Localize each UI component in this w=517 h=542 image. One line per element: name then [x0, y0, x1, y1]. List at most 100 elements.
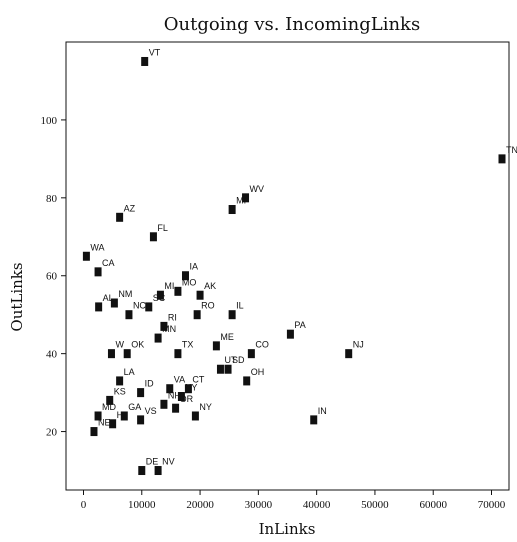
- data-point: [286, 329, 294, 339]
- data-point: [94, 411, 102, 421]
- point-label: NY: [199, 402, 212, 412]
- x-tick-label: 70000: [478, 499, 506, 511]
- x-tick-label: 10000: [128, 499, 156, 511]
- point-label: RO: [201, 301, 215, 311]
- point-label: LA: [124, 367, 135, 377]
- point-label: RI: [168, 312, 177, 322]
- point-label: ME: [220, 332, 234, 342]
- point-label: WV: [250, 184, 265, 194]
- data-point: [193, 310, 201, 320]
- x-tick-label: 50000: [361, 499, 389, 511]
- data-point: [228, 310, 236, 320]
- data-point: [109, 419, 117, 429]
- x-tick-label: 30000: [245, 499, 273, 511]
- point-label: ID: [145, 379, 155, 389]
- point-label: OH: [251, 367, 265, 377]
- point-label: PA: [294, 320, 305, 330]
- data-point: [177, 392, 185, 402]
- data-point: [247, 349, 255, 359]
- point-label: FL: [157, 223, 168, 233]
- data-point: [184, 384, 192, 394]
- data-point: [172, 403, 180, 413]
- point-label: GA: [128, 402, 141, 412]
- chart-title: Outgoing vs. IncomingLinks: [164, 14, 420, 35]
- point-label: AL: [103, 293, 114, 303]
- point-label: CT: [192, 375, 204, 385]
- data-point: [196, 290, 204, 300]
- data-point: [212, 341, 220, 351]
- point-label: VT: [149, 47, 161, 57]
- data-point: [116, 376, 124, 386]
- point-label: NJ: [353, 340, 364, 350]
- y-tick-label: 100: [41, 115, 58, 127]
- point-label: AZ: [124, 203, 136, 213]
- point-label: UT: [224, 355, 236, 365]
- point-label: SD: [232, 355, 245, 365]
- data-point: [94, 267, 102, 277]
- point-label: NV: [162, 457, 175, 467]
- data-point: [141, 56, 149, 66]
- point-label: NE: [98, 418, 111, 428]
- data-point: [125, 310, 133, 320]
- point-label: VA: [174, 375, 185, 385]
- data-point: [137, 388, 145, 398]
- data-point: [120, 411, 128, 421]
- point-label: HI: [117, 410, 126, 420]
- data-point: [110, 298, 118, 308]
- x-axis-label: InLinks: [259, 520, 316, 538]
- data-point: [138, 466, 146, 476]
- x-tick-label: 60000: [419, 499, 447, 511]
- point-label: MN: [162, 324, 176, 334]
- y-tick-label: 80: [46, 193, 58, 205]
- data-point: [345, 349, 353, 359]
- data-point: [95, 302, 103, 312]
- data-point: [145, 302, 153, 312]
- point-label: TX: [182, 340, 194, 350]
- data-point: [106, 395, 114, 405]
- data-point: [123, 349, 131, 359]
- point-label: TN: [506, 145, 517, 155]
- point-label: WA: [90, 242, 104, 252]
- data-point: [310, 415, 318, 425]
- data-point: [242, 193, 250, 203]
- point-label: VS: [145, 406, 157, 416]
- data-point: [82, 251, 90, 261]
- data-point: [137, 415, 145, 425]
- x-tick-label: 20000: [186, 499, 214, 511]
- data-point: [160, 321, 168, 331]
- data-point: [174, 349, 182, 359]
- point-label: W: [115, 340, 124, 350]
- data-point: [216, 364, 224, 374]
- data-point: [149, 232, 157, 242]
- point-label: DE: [146, 457, 159, 467]
- point-label: IN: [318, 406, 327, 416]
- data-point: [116, 212, 124, 222]
- data-point: [90, 427, 98, 437]
- point-label: AK: [204, 281, 216, 291]
- data-point: [166, 384, 174, 394]
- plot-frame: [65, 41, 510, 491]
- point-label: OK: [131, 340, 144, 350]
- y-axis-label: OutLinks: [8, 262, 26, 331]
- data-point: [191, 411, 199, 421]
- point-label: IA: [189, 262, 198, 272]
- data-point: [181, 271, 189, 281]
- point-label: KS: [114, 386, 126, 396]
- data-point: [228, 205, 236, 215]
- x-tick-label: 0: [81, 499, 87, 511]
- data-point: [174, 286, 182, 296]
- data-point: [160, 399, 168, 409]
- data-point: [107, 349, 115, 359]
- point-label: NC: [133, 301, 146, 311]
- data-point: [154, 333, 162, 343]
- point-label: NM: [118, 289, 132, 299]
- x-tick-label: 40000: [303, 499, 331, 511]
- point-label: MD: [102, 402, 116, 412]
- y-tick-label: 20: [46, 427, 58, 439]
- y-tick-label: 40: [46, 349, 58, 361]
- point-label: OR: [180, 394, 194, 404]
- point-label: CO: [255, 340, 269, 350]
- point-label: MI: [236, 196, 246, 206]
- data-point: [224, 364, 232, 374]
